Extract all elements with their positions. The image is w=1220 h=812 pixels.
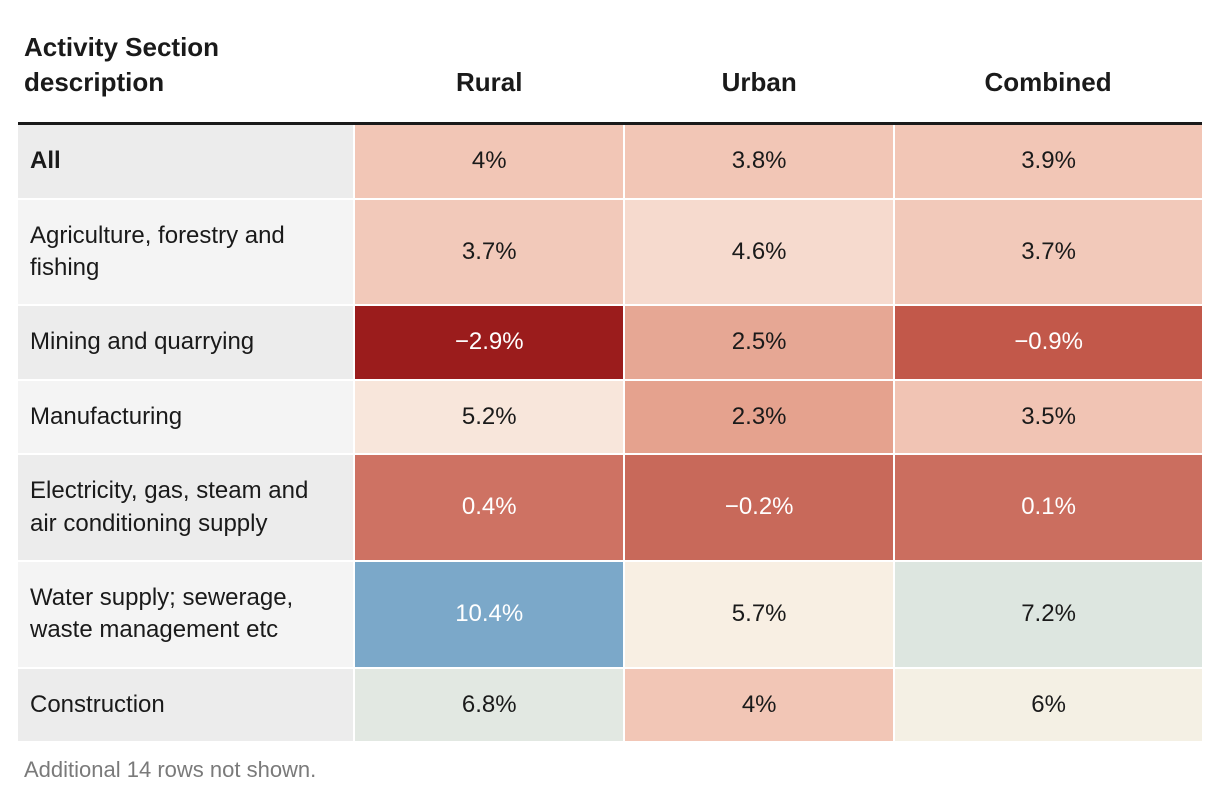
col-header-rural: Rural [354, 30, 624, 124]
cell-urban: 3.8% [624, 124, 894, 199]
cell-combined: 3.9% [894, 124, 1202, 199]
cell-combined: 3.5% [894, 380, 1202, 454]
activity-section-table: Activity Section descriptionRuralUrbanCo… [18, 30, 1202, 743]
table-row: Agriculture, forestry and fishing3.7%4.6… [18, 199, 1202, 306]
row-label: Water supply; sewerage, waste management… [18, 561, 354, 668]
cell-rural: 3.7% [354, 199, 624, 306]
row-label: Mining and quarrying [18, 305, 354, 379]
row-label: Construction [18, 668, 354, 742]
table-header-row: Activity Section descriptionRuralUrbanCo… [18, 30, 1202, 124]
cell-combined: −0.9% [894, 305, 1202, 379]
cell-urban: 2.5% [624, 305, 894, 379]
cell-rural: −2.9% [354, 305, 624, 379]
table-row: Construction6.8%4%6% [18, 668, 1202, 742]
cell-combined: 7.2% [894, 561, 1202, 668]
cell-combined: 3.7% [894, 199, 1202, 306]
cell-rural: 10.4% [354, 561, 624, 668]
col-header-urban: Urban [624, 30, 894, 124]
table-row: All4%3.8%3.9% [18, 124, 1202, 199]
row-label: Agriculture, forestry and fishing [18, 199, 354, 306]
row-label: All [18, 124, 354, 199]
cell-urban: −0.2% [624, 454, 894, 561]
cell-urban: 4.6% [624, 199, 894, 306]
row-label: Electricity, gas, steam and air conditio… [18, 454, 354, 561]
table-row: Electricity, gas, steam and air conditio… [18, 454, 1202, 561]
cell-rural: 5.2% [354, 380, 624, 454]
cell-combined: 0.1% [894, 454, 1202, 561]
cell-urban: 4% [624, 668, 894, 742]
col-header-combined: Combined [894, 30, 1202, 124]
cell-combined: 6% [894, 668, 1202, 742]
cell-rural: 0.4% [354, 454, 624, 561]
cell-urban: 5.7% [624, 561, 894, 668]
table-footnote: Additional 14 rows not shown. [18, 743, 1202, 783]
cell-rural: 6.8% [354, 668, 624, 742]
cell-urban: 2.3% [624, 380, 894, 454]
table-row: Mining and quarrying−2.9%2.5%−0.9% [18, 305, 1202, 379]
cell-rural: 4% [354, 124, 624, 199]
table-row: Manufacturing5.2%2.3%3.5% [18, 380, 1202, 454]
row-label: Manufacturing [18, 380, 354, 454]
col-header-desc: Activity Section description [18, 30, 354, 124]
table-row: Water supply; sewerage, waste management… [18, 561, 1202, 668]
